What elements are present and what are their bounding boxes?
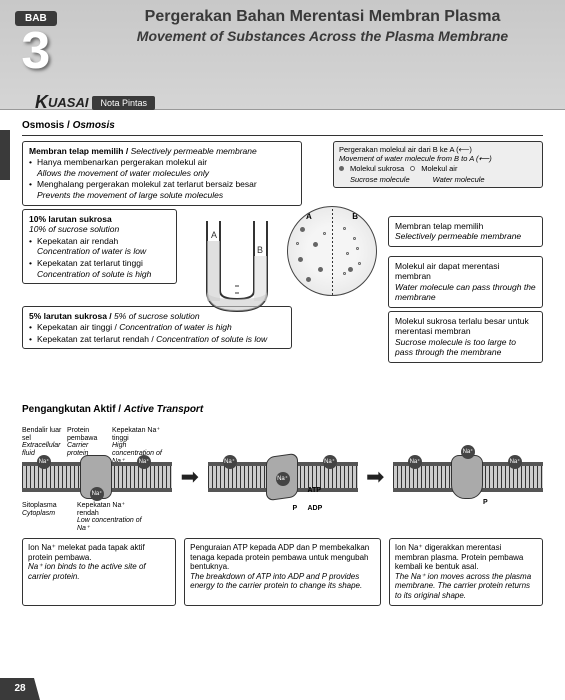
membrane-closeup: A B bbox=[287, 206, 377, 296]
title-block: Pergerakan Bahan Merentasi Membran Plasm… bbox=[100, 8, 545, 44]
na-ion-icon: Na⁺ bbox=[276, 472, 290, 486]
svg-text:B: B bbox=[257, 245, 263, 255]
caption-row: Ion Na⁺ melekat pada tapak aktif protein… bbox=[22, 538, 543, 606]
osmosis-diagram-area: Membran telap memilih / Selectively perm… bbox=[22, 141, 543, 396]
callout-water: Molekul air dapat merentasi membranWater… bbox=[388, 256, 543, 309]
nota-pintas: Nota Pintas bbox=[92, 96, 155, 110]
arrow-right-icon: ➡ bbox=[181, 463, 199, 491]
diagram-step-3: Na⁺ Na⁺ Na⁺ P bbox=[393, 427, 543, 527]
na-ion-icon: Na⁺ bbox=[137, 455, 151, 469]
callout-sucrose: Molekul sukrosa terlalu besar untuk mere… bbox=[388, 311, 543, 364]
osmosis-heading: Osmosis / Osmosis bbox=[22, 120, 543, 136]
na-ion-icon: Na⁺ bbox=[408, 455, 422, 469]
caption-2: Penguraian ATP kepada ADP dan P membekal… bbox=[184, 538, 381, 606]
arrow-right-icon: ➡ bbox=[366, 463, 384, 491]
diagram-step-2: Na⁺ Na⁺ Na⁺ ATP P ADP bbox=[208, 427, 358, 527]
water-dot-icon bbox=[410, 166, 415, 171]
na-ion-icon: Na⁺ bbox=[223, 455, 237, 469]
kuasai-k: K bbox=[35, 92, 48, 113]
kuasai-badge: KUASAI Nota Pintas bbox=[35, 92, 155, 113]
chapter-badge: BAB 3 bbox=[15, 8, 57, 75]
page-number: 28 bbox=[0, 678, 40, 700]
caption-3: Ion Na⁺ digerakkan merentasi membran pla… bbox=[389, 538, 543, 606]
title-en: Movement of Substances Across the Plasma… bbox=[100, 28, 545, 44]
na-ion-icon: Na⁺ bbox=[508, 455, 522, 469]
na-ion-icon: Na⁺ bbox=[323, 455, 337, 469]
chapter-header: BAB 3 Pergerakan Bahan Merentasi Membran… bbox=[0, 0, 565, 110]
textbook-page: BAB 3 Pergerakan Bahan Merentasi Membran… bbox=[0, 0, 565, 700]
legend-box: Pergerakan molekul air dari B ke A (⟵) M… bbox=[333, 141, 543, 189]
membrane-box: Membran telap memilih / Selectively perm… bbox=[22, 141, 302, 206]
side-tab bbox=[0, 130, 10, 180]
active-diagrams: Bendalir luar selExtracellular fluid Pro… bbox=[22, 422, 543, 532]
caption-1: Ion Na⁺ melekat pada tapak aktif protein… bbox=[22, 538, 176, 606]
sucrose-dot-icon bbox=[339, 166, 344, 171]
utube-icon: A B bbox=[192, 211, 282, 321]
utube-diagram: A B A B bbox=[182, 201, 382, 341]
carrier-protein-icon bbox=[451, 455, 483, 499]
diagram-step-1: Bendalir luar selExtracellular fluid Pro… bbox=[22, 427, 172, 527]
kuasai-rest: UASAI bbox=[48, 95, 88, 110]
na-ion-icon: Na⁺ bbox=[37, 455, 51, 469]
chapter-number: 3 bbox=[15, 28, 57, 75]
title-ms: Pergerakan Bahan Merentasi Membran Plasm… bbox=[100, 8, 545, 26]
na-ion-icon: Na⁺ bbox=[90, 487, 104, 501]
box-10-percent: 10% larutan sukrosa10% of sucrose soluti… bbox=[22, 209, 177, 285]
na-ion-icon: Na⁺ bbox=[461, 445, 475, 459]
svg-text:A: A bbox=[211, 230, 217, 240]
active-transport-section: Pengangkutan Aktif / Active Transport Be… bbox=[22, 404, 543, 606]
page-content: Osmosis / Osmosis Membran telap memilih … bbox=[0, 110, 565, 606]
active-heading: Pengangkutan Aktif / Active Transport bbox=[22, 404, 543, 417]
callout-membrane: Membran telap memilihSelectively permeab… bbox=[388, 216, 543, 247]
